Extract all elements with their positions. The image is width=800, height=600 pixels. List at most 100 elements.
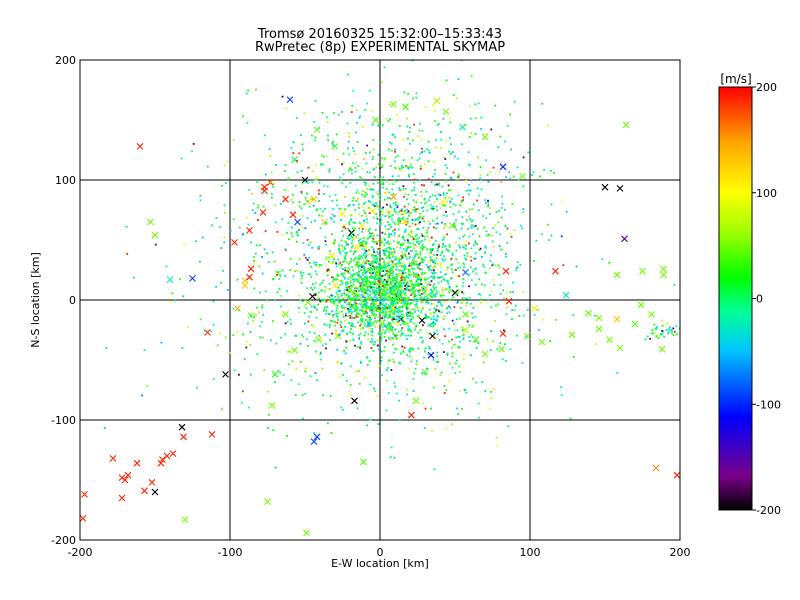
dot-marker	[343, 301, 346, 303]
dot-marker	[388, 307, 390, 310]
dot-marker	[416, 289, 419, 292]
dot-marker	[370, 302, 372, 305]
dot-marker	[415, 305, 417, 308]
dot-marker	[182, 295, 184, 298]
cross-marker	[412, 397, 420, 405]
dot-marker	[238, 226, 241, 229]
dot-marker	[398, 210, 401, 213]
dot-marker	[346, 252, 349, 254]
dot-marker	[301, 394, 304, 397]
dot-marker	[352, 161, 354, 164]
dot-marker	[299, 299, 302, 302]
dot-marker	[504, 208, 506, 211]
dot-marker	[352, 221, 355, 224]
dot-marker	[332, 258, 335, 261]
dot-marker	[364, 201, 367, 204]
dot-marker	[418, 294, 421, 297]
dot-marker	[463, 254, 466, 257]
dot-marker	[346, 332, 349, 335]
dot-marker	[213, 377, 215, 380]
dot-marker	[335, 312, 337, 315]
dot-marker	[391, 326, 394, 329]
dot-marker	[489, 207, 491, 210]
dot-marker	[344, 254, 347, 257]
dot-marker	[126, 253, 129, 255]
dot-marker	[368, 319, 371, 321]
dot-marker	[337, 258, 340, 261]
dot-marker	[386, 366, 389, 369]
dot-marker	[296, 234, 299, 237]
dot-marker	[473, 268, 476, 271]
dot-marker	[359, 238, 362, 241]
dot-marker	[347, 205, 350, 208]
dot-marker	[272, 429, 275, 432]
dot-marker	[311, 134, 313, 137]
dot-marker	[474, 252, 477, 255]
dot-marker	[280, 294, 283, 297]
dot-marker	[653, 323, 656, 326]
dot-marker	[326, 121, 329, 123]
dot-marker	[383, 293, 385, 296]
dot-marker	[333, 215, 336, 217]
dot-marker	[401, 345, 404, 348]
cross-marker	[148, 479, 156, 486]
dot-marker	[438, 339, 441, 342]
dot-marker	[445, 427, 448, 430]
dot-marker	[430, 250, 433, 253]
dot-marker	[418, 215, 421, 218]
dot-marker	[369, 341, 372, 343]
dot-marker	[393, 222, 396, 225]
dot-marker	[359, 264, 362, 266]
colorbar-tick-label: -100	[756, 398, 781, 411]
dot-marker	[367, 263, 370, 265]
dot-marker	[267, 427, 270, 429]
dot-marker	[401, 294, 404, 296]
dot-marker	[432, 175, 434, 178]
dot-marker	[382, 181, 385, 184]
dot-marker	[309, 261, 311, 264]
dot-marker	[410, 308, 413, 311]
dot-marker	[349, 167, 352, 170]
dot-marker	[307, 273, 310, 276]
dot-marker	[286, 232, 288, 234]
dot-marker	[460, 301, 463, 304]
dot-marker	[379, 270, 381, 272]
dot-marker	[406, 117, 409, 120]
dot-marker	[284, 322, 287, 325]
dot-marker	[278, 287, 281, 290]
colorbar-tick-label: -200	[756, 504, 781, 517]
dot-marker	[504, 252, 507, 255]
dot-marker	[432, 276, 434, 279]
dot-marker	[424, 407, 427, 410]
cross-marker	[180, 433, 187, 441]
dot-marker	[418, 236, 421, 239]
dot-marker	[378, 208, 381, 211]
dot-marker	[396, 223, 398, 226]
dot-marker	[292, 141, 295, 144]
dot-marker	[284, 275, 286, 277]
cross-marker	[418, 317, 426, 324]
dot-marker	[458, 275, 460, 278]
dot-marker	[428, 347, 431, 350]
dot-marker	[378, 189, 381, 192]
dot-marker	[371, 266, 374, 269]
dot-marker	[393, 333, 396, 336]
dot-marker	[350, 214, 353, 217]
cross-marker	[157, 459, 165, 467]
dot-marker	[404, 297, 407, 300]
dot-marker	[375, 310, 378, 312]
dot-marker	[414, 328, 417, 331]
dot-marker	[381, 164, 384, 166]
dot-marker	[415, 304, 418, 307]
dot-marker	[414, 288, 417, 291]
dot-marker	[427, 178, 430, 181]
dot-marker	[498, 210, 500, 212]
dot-marker	[333, 278, 336, 281]
dot-marker	[368, 327, 371, 330]
dot-marker	[444, 210, 447, 213]
dot-marker	[419, 167, 422, 170]
dot-marker	[354, 153, 357, 155]
cross-marker	[673, 471, 680, 479]
dot-marker	[337, 275, 340, 278]
cross-marker	[372, 116, 379, 124]
